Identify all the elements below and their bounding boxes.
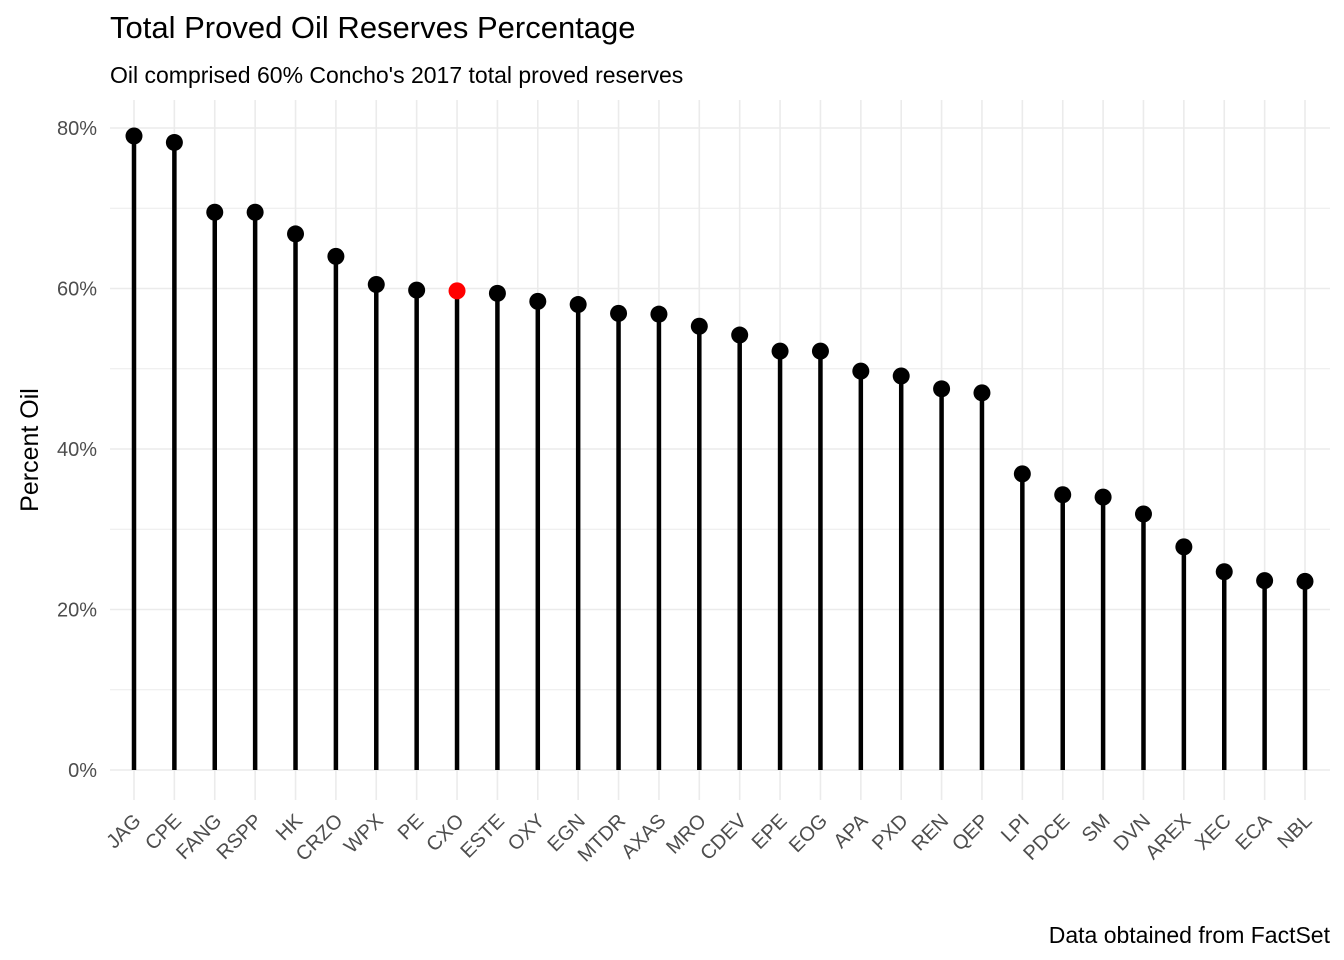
- lollipop-point: [852, 362, 870, 380]
- y-axis-ticks: 0% 20% 40% 60% 80%: [57, 118, 97, 782]
- x-tick-label: REN: [908, 810, 953, 855]
- x-tick-label: EOG: [785, 810, 832, 857]
- x-tick-label: WPX: [340, 810, 388, 858]
- lollipop-point: [771, 342, 789, 360]
- lollipop-point: [448, 282, 466, 300]
- lollipop-point: [811, 342, 829, 360]
- lollipop-point: [892, 367, 910, 385]
- x-tick-label: PDCE: [1019, 810, 1074, 865]
- y-tick-label: 0%: [68, 760, 97, 782]
- y-tick-label: 20%: [57, 600, 97, 622]
- lollipop-point: [529, 292, 547, 310]
- x-tick-label: OXY: [504, 810, 549, 855]
- lollipop-marks: [125, 127, 1314, 770]
- lollipop-point: [1013, 465, 1031, 483]
- lollipop-point: [690, 317, 708, 335]
- lollipop-point: [731, 326, 749, 344]
- x-tick-label: AREX: [1141, 810, 1195, 864]
- chart-title: Total Proved Oil Reserves Percentage: [110, 10, 636, 45]
- lollipop-point: [610, 304, 628, 322]
- x-tick-label: ECA: [1232, 810, 1277, 855]
- x-tick-label: SM: [1078, 810, 1115, 847]
- lollipop-point: [1296, 572, 1314, 590]
- x-tick-label: RSPP: [213, 810, 267, 864]
- chart-subtitle: Oil comprised 60% Concho's 2017 total pr…: [110, 62, 684, 88]
- y-tick-label: 80%: [57, 118, 97, 140]
- x-tick-label: ESTE: [456, 810, 509, 863]
- lollipop-point: [1175, 538, 1193, 556]
- lollipop-point: [367, 275, 385, 293]
- lollipop-point: [973, 384, 991, 402]
- lollipop-point: [569, 296, 587, 314]
- lollipop-point: [1134, 505, 1152, 523]
- lollipop-point: [650, 305, 668, 323]
- lollipop-point: [1215, 563, 1233, 581]
- chart-caption: Data obtained from FactSet: [1048, 922, 1330, 948]
- x-tick-label: NBL: [1273, 810, 1316, 853]
- x-tick-label: FANG: [172, 810, 226, 864]
- lollipop-point: [1054, 486, 1072, 504]
- y-tick-label: 60%: [57, 279, 97, 301]
- x-tick-label: JAG: [102, 810, 145, 853]
- x-tick-label: PXD: [868, 810, 913, 855]
- lollipop-point: [125, 127, 143, 145]
- x-tick-label: AXAS: [617, 810, 670, 863]
- x-tick-label: XEC: [1191, 810, 1236, 855]
- x-tick-label: APA: [830, 810, 873, 853]
- lollipop-point: [206, 203, 224, 221]
- x-tick-label: CRZO: [292, 810, 348, 866]
- lollipop-point: [1094, 488, 1112, 506]
- x-tick-label: QEP: [948, 810, 993, 855]
- lollipop-point: [246, 203, 264, 221]
- lollipop-point: [287, 225, 305, 243]
- y-axis-title: Percent Oil: [16, 388, 44, 512]
- lollipop-point: [327, 247, 345, 265]
- gridlines: [110, 100, 1330, 800]
- y-tick-label: 40%: [57, 439, 97, 461]
- lollipop-point: [488, 284, 506, 302]
- x-tick-label: EPE: [748, 810, 792, 854]
- lollipop-point: [1256, 572, 1274, 590]
- lollipop-point: [408, 281, 426, 299]
- lollipop-point: [165, 133, 183, 151]
- lollipop-point: [933, 380, 951, 398]
- x-tick-label: CDEV: [696, 810, 751, 865]
